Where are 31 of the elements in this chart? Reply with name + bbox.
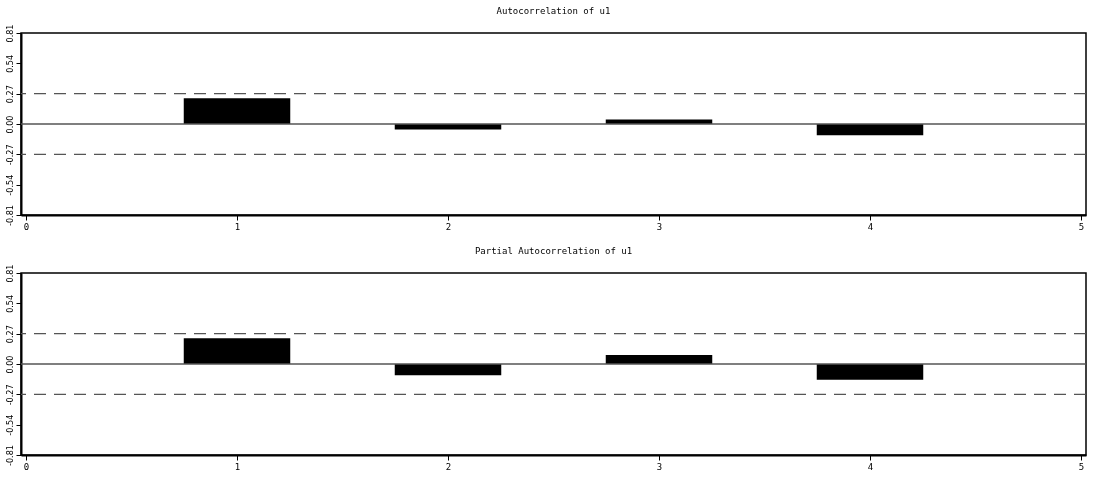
y-tick-label: -0.27 — [4, 384, 15, 406]
x-tick-label: 2 — [445, 221, 452, 232]
y-tick-label: -0.54 — [4, 414, 15, 436]
y-tick-label: 0.54 — [4, 294, 15, 313]
x-tick-label: 1 — [234, 221, 241, 232]
x-tick-label: 5 — [1078, 461, 1085, 472]
y-tick-label: -0.81 — [4, 445, 15, 466]
y-tick-label: 0.00 — [4, 115, 15, 134]
bar — [183, 98, 291, 124]
y-tick-label: 0.27 — [4, 325, 15, 344]
y-tick-label: 0.54 — [4, 54, 15, 73]
y-tick-label: 0.81 — [4, 264, 15, 283]
y-tick-label: -0.54 — [4, 174, 15, 196]
x-tick-label: 3 — [656, 221, 663, 232]
bar — [816, 364, 924, 380]
x-tick-label: 3 — [656, 461, 663, 472]
x-tick-label: 4 — [867, 221, 874, 232]
x-tick-label: 5 — [1078, 221, 1085, 232]
x-tick-label: 1 — [234, 461, 241, 472]
x-tick-label: 4 — [867, 461, 874, 472]
y-tick-label: 0.81 — [4, 24, 15, 43]
y-tick-label: 0.27 — [4, 85, 15, 104]
y-tick-label: -0.81 — [4, 205, 15, 226]
chart-title: Autocorrelation of u1 — [496, 5, 611, 16]
y-tick-label: 0.00 — [4, 355, 15, 374]
y-tick-label: -0.27 — [4, 144, 15, 166]
x-tick-label: 0 — [23, 461, 30, 472]
chart-title: Partial Autocorrelation of u1 — [474, 245, 633, 256]
bar — [183, 338, 291, 364]
x-tick-label: 2 — [445, 461, 452, 472]
x-tick-label: 0 — [23, 221, 30, 232]
